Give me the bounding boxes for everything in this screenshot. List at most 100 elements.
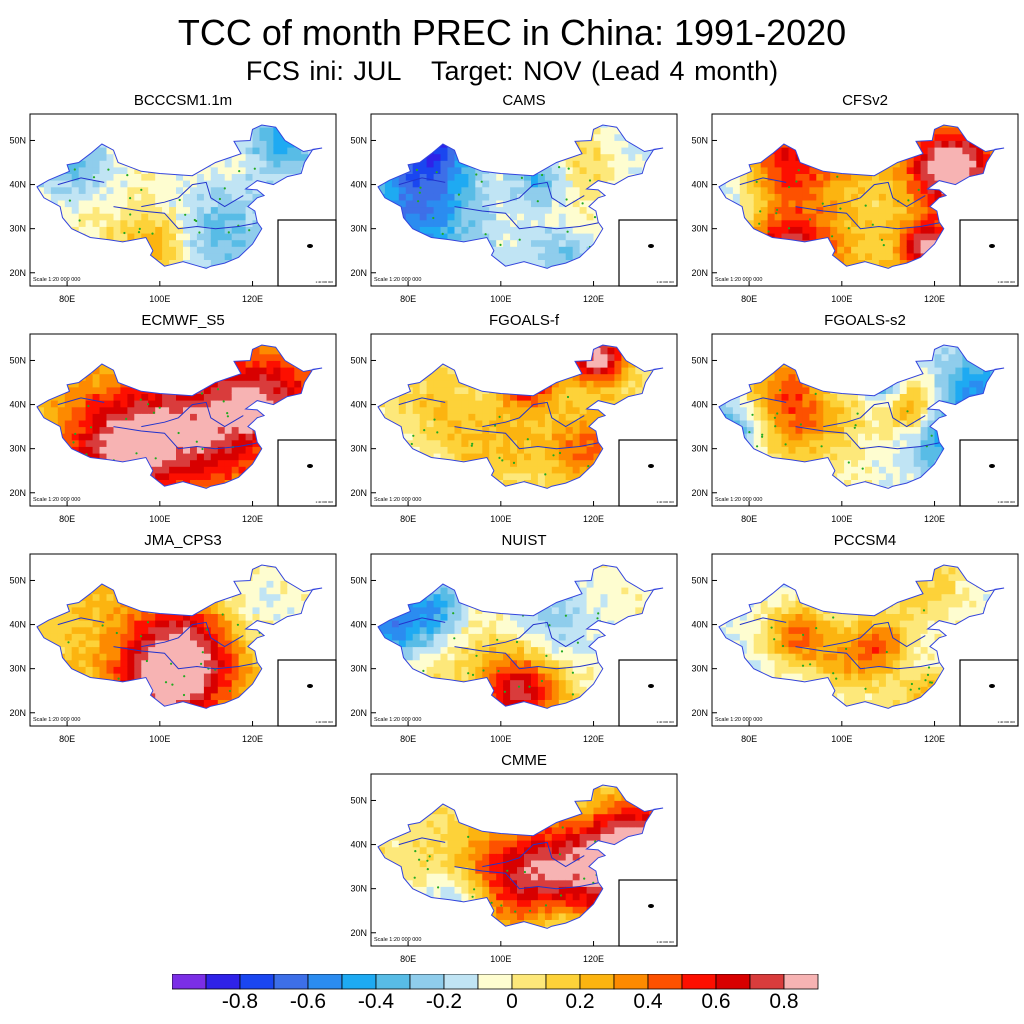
significance-dot <box>761 433 764 436</box>
significance-dot <box>89 426 93 429</box>
country-border <box>377 784 664 929</box>
significance-dot <box>927 666 931 669</box>
significance-dot <box>252 469 255 472</box>
significance-dot <box>751 413 754 416</box>
map-frame <box>370 553 678 727</box>
country-border <box>36 564 323 709</box>
significance-dot <box>775 212 778 215</box>
lat-tick-label: 30N <box>350 664 367 674</box>
significance-dot <box>781 644 785 648</box>
significance-dot <box>561 826 564 829</box>
significance-dot <box>129 213 132 216</box>
lon-tick-label: 120E <box>924 294 945 304</box>
significance-dot <box>788 186 791 189</box>
significance-dot <box>457 193 460 196</box>
significance-dot <box>433 418 436 421</box>
panel-title: NUIST <box>501 532 547 549</box>
significance-dot <box>526 438 529 441</box>
significance-dot <box>183 675 186 678</box>
significance-dot <box>541 173 544 177</box>
significance-dot <box>72 441 75 444</box>
significance-dot <box>770 626 773 629</box>
significance-dot <box>123 231 126 235</box>
inset-map <box>277 659 337 727</box>
river-line <box>398 837 446 846</box>
significance-dot <box>845 647 848 650</box>
map-frame <box>370 113 678 287</box>
panel-title: CAMS <box>502 92 546 109</box>
lon-tick-label: 100E <box>490 514 511 524</box>
inset-scale-text: 1:40 000 000 <box>656 940 674 944</box>
significance-dot <box>506 869 509 872</box>
lat-tick-label: 40N <box>350 840 367 850</box>
lat-tick-label: 20N <box>350 268 367 278</box>
significance-dot <box>922 609 926 612</box>
river-line <box>739 617 787 626</box>
significance-dot <box>423 429 426 432</box>
significance-dot <box>828 609 831 612</box>
significance-dot <box>69 253 72 256</box>
significance-dot <box>435 171 438 174</box>
significance-dot <box>412 434 415 437</box>
river-line <box>482 621 585 648</box>
significance-dot <box>154 457 157 460</box>
significance-dot <box>441 232 444 235</box>
significance-dot <box>544 473 547 476</box>
significance-dot <box>498 456 501 459</box>
inset-island <box>648 904 654 908</box>
significance-dot <box>856 412 859 415</box>
significance-dot <box>512 461 516 464</box>
lat-tick-label: 20N <box>350 488 367 498</box>
correlation-map: 1:40 000 000 Scale 1:20 000 000 20N 30N 40N 5… <box>9 113 337 304</box>
significance-dot <box>473 888 476 891</box>
significance-dot <box>125 417 128 420</box>
country-border <box>36 344 323 489</box>
significance-dot <box>795 180 798 183</box>
significance-dot <box>496 638 499 641</box>
significance-dot <box>152 411 155 414</box>
inset-map <box>618 219 678 287</box>
significance-dot <box>871 223 874 226</box>
lon-tick-label: 100E <box>490 734 511 744</box>
significance-dot <box>942 198 945 201</box>
map-frame <box>711 113 1019 287</box>
lon-tick-label: 80E <box>400 954 416 964</box>
map-frame <box>370 333 678 507</box>
significance-dot <box>885 650 888 654</box>
map-frame <box>711 333 1019 507</box>
scale-text: Scale 1:20 000 000 <box>715 717 762 723</box>
significance-dot <box>498 415 501 418</box>
colorbar-swatch <box>783 974 819 990</box>
colorbar-swatch <box>273 974 309 990</box>
significance-dot <box>87 404 90 408</box>
significance-dot <box>436 431 439 434</box>
lat-tick-label: 50N <box>350 795 367 805</box>
significance-dot <box>195 440 198 443</box>
significance-dot <box>115 631 118 635</box>
inset-map <box>959 659 1019 727</box>
significance-dot <box>809 663 812 666</box>
panel-title: JMA_CPS3 <box>144 532 222 549</box>
figure-title: TCC of month PREC in China: 1991-2020 <box>177 12 847 53</box>
significance-dot <box>560 650 564 653</box>
significance-dot <box>452 612 455 615</box>
inset-map <box>959 219 1019 287</box>
map-frame <box>29 333 337 507</box>
lat-tick-label: 30N <box>691 664 708 674</box>
significance-dot <box>910 682 913 686</box>
significance-dot <box>918 687 921 690</box>
significance-dot <box>67 641 70 644</box>
significance-dot <box>228 689 231 693</box>
lon-tick-label: 80E <box>741 514 757 524</box>
significance-dot <box>755 180 758 183</box>
colorbar-label: 0 <box>506 990 518 1013</box>
river-line <box>739 397 787 406</box>
lat-tick-label: 40N <box>350 400 367 410</box>
significance-dot <box>779 389 782 392</box>
significance-dot <box>74 432 77 435</box>
significance-dot <box>930 681 933 684</box>
panel-title: ECMWF_S5 <box>141 312 225 329</box>
inset-map <box>618 439 678 507</box>
significance-dot <box>558 451 562 455</box>
lat-tick-label: 30N <box>350 444 367 454</box>
